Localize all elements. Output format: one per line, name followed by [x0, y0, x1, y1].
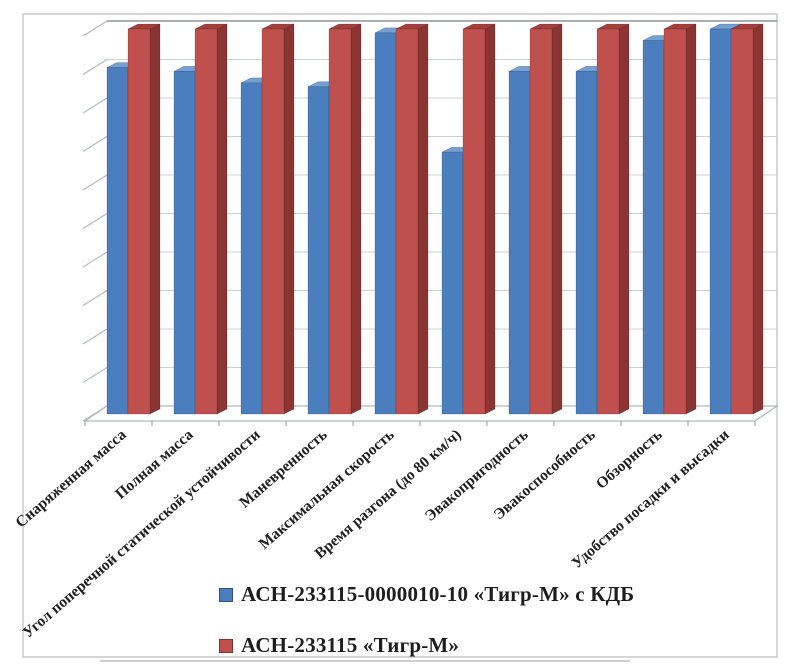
bar-front-face	[106, 67, 129, 415]
bar-side-face	[752, 23, 764, 415]
legend-item-series-1: АСН-233115 «Тигр-М»	[219, 633, 634, 658]
legend-item-series-0: АСН-233115-0000010-10 «Тигр-М» с КДБ	[219, 582, 634, 607]
y-axis-tick	[82, 251, 108, 268]
bar-side-face	[484, 23, 496, 415]
legend-label-series-1: АСН-233115 «Тигр-М»	[241, 633, 460, 657]
bar-side-face	[618, 23, 630, 415]
bar-series1-cat2	[261, 23, 295, 415]
x-axis-ticks	[84, 421, 756, 426]
bar-side-face	[350, 23, 362, 415]
bar-front-face	[240, 82, 263, 415]
legend-marker-red-icon	[219, 638, 233, 653]
bar-series1-cat4	[395, 23, 429, 415]
bar-front-face	[261, 28, 285, 415]
bar-front-face	[328, 28, 352, 415]
bar-series1-cat1	[194, 23, 228, 415]
bar-front-face	[529, 28, 553, 415]
bar-front-face	[663, 28, 687, 415]
bar-series1-cat7	[596, 23, 630, 415]
bar-series1-cat5	[462, 23, 496, 415]
bar-side-face	[149, 23, 161, 415]
y-axis-tick	[82, 20, 108, 37]
bar-front-face	[395, 28, 419, 415]
bar-series1-cat6	[529, 23, 563, 415]
bar-series1-cat0	[127, 23, 161, 415]
bar-front-face	[730, 28, 754, 415]
bar-side-face	[216, 23, 228, 415]
legend-label-series-0: АСН-233115-0000010-10 «Тигр-М» с КДБ	[241, 582, 635, 606]
bar-front-face	[709, 28, 732, 415]
bar-front-face	[441, 151, 464, 415]
y-axis-tick	[82, 213, 108, 229]
bar-front-face	[596, 28, 620, 415]
y-axis-tick	[82, 367, 108, 383]
bar-front-face	[462, 28, 486, 415]
bar-front-face	[194, 28, 218, 415]
bar-front-face	[575, 71, 598, 415]
y-axis-tick	[82, 97, 108, 114]
bar-front-face	[374, 32, 397, 415]
chart-legend: АСН-233115-0000010-10 «Тигр-М» с КДБ АСН…	[219, 582, 634, 658]
bar-side-face	[283, 23, 295, 415]
bar-side-face	[685, 23, 697, 415]
bar-front-face	[508, 71, 531, 415]
y-axis-tick	[82, 59, 108, 75]
bar-front-face	[127, 28, 151, 415]
bar-side-face	[417, 23, 429, 415]
bar-front-face	[642, 40, 665, 415]
bar-side-face	[551, 23, 563, 415]
bar-front-face	[307, 86, 330, 415]
legend-marker-blue-icon	[219, 587, 233, 602]
bar-series1-cat3	[328, 23, 362, 415]
y-axis-tick	[82, 174, 108, 191]
y-axis-tick	[82, 136, 108, 152]
y-axis-tick	[82, 328, 108, 345]
bar-series1-cat9	[730, 23, 764, 415]
y-axis-tick	[82, 290, 108, 306]
bar-series1-cat8	[663, 23, 697, 415]
bar-front-face	[173, 71, 196, 415]
